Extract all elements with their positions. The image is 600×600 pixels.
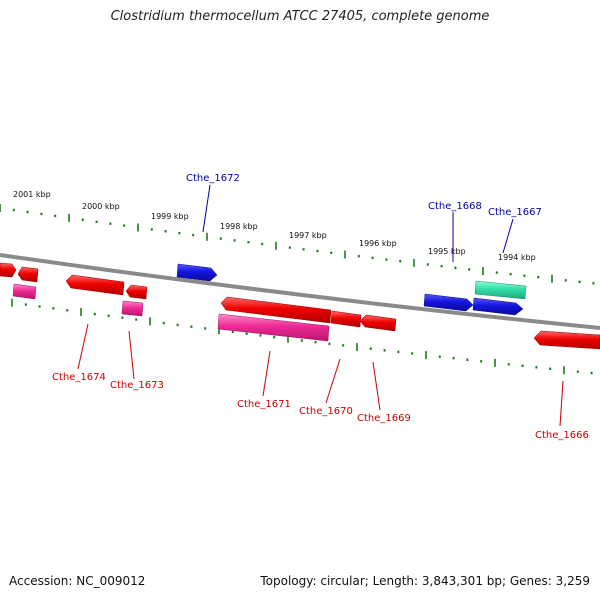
- gene-cthe-1667-teal[interactable]: [474, 280, 527, 300]
- gene-cthe-1674[interactable]: [65, 274, 125, 296]
- scale-label-1997: 1997 kbp: [289, 231, 327, 240]
- inner-scale-ticks: [11, 298, 593, 375]
- scale-label-2001: 2001 kbp: [13, 190, 51, 199]
- leader-cthe-1671: [262, 350, 271, 397]
- gene-cthe-1671[interactable]: [217, 313, 330, 342]
- genome-backbone: [0, 253, 600, 330]
- outer-scale-ticks: [0, 204, 595, 285]
- label-cthe-1670[interactable]: Cthe_1670: [299, 406, 353, 417]
- gene-cthe-1667[interactable]: [472, 297, 524, 316]
- gene-cthe-1669[interactable]: [359, 314, 397, 332]
- leader-cthe-1667: [502, 218, 514, 254]
- label-cthe-1672[interactable]: Cthe_1672: [186, 173, 240, 184]
- gene-left-edge-2[interactable]: [17, 266, 39, 283]
- scale-label-1994: 1994 kbp: [498, 253, 536, 262]
- gene-cthe-1672[interactable]: [176, 263, 218, 282]
- scale-label-1996: 1996 kbp: [359, 239, 397, 248]
- label-cthe-1666[interactable]: Cthe_1666: [535, 430, 589, 441]
- label-cthe-1668[interactable]: Cthe_1668: [428, 201, 482, 212]
- label-cthe-1667[interactable]: Cthe_1667: [488, 207, 542, 218]
- scale-labels: 2001 kbp 2000 kbp 1999 kbp 1998 kbp 1997…: [13, 190, 536, 262]
- scale-label-1999: 1999 kbp: [151, 212, 189, 221]
- genome-summary-text: Topology: circular; Length: 3,843,301 bp…: [260, 574, 590, 588]
- leader-lines: [77, 184, 564, 427]
- leader-cthe-1674: [77, 323, 89, 370]
- label-cthe-1673[interactable]: Cthe_1673: [110, 380, 164, 391]
- gene-features: [0, 262, 600, 350]
- scale-label-2000: 2000 kbp: [82, 202, 120, 211]
- leader-cthe-1669: [372, 361, 381, 411]
- leader-cthe-1673: [128, 330, 135, 380]
- gene-left-magenta[interactable]: [12, 283, 37, 300]
- leader-cthe-1666: [559, 380, 564, 427]
- label-cthe-1669[interactable]: Cthe_1669: [357, 413, 411, 424]
- leader-cthe-1672: [202, 184, 211, 233]
- gene-cthe-1671-red[interactable]: [220, 296, 332, 324]
- label-cthe-1671[interactable]: Cthe_1671: [237, 399, 291, 410]
- gene-cthe-1666[interactable]: [533, 330, 600, 350]
- accession-text: Accession: NC_009012: [9, 574, 146, 588]
- gene-left-edge-1[interactable]: [0, 262, 17, 278]
- gene-cthe-1670[interactable]: [330, 310, 362, 328]
- gene-cthe-1673-red[interactable]: [125, 284, 148, 300]
- gene-labels: Cthe_1672 Cthe_1668 Cthe_1667 Cthe_1674 …: [52, 173, 589, 441]
- scale-label-1995: 1995 kbp: [428, 247, 466, 256]
- scale-label-1998: 1998 kbp: [220, 222, 258, 231]
- gene-cthe-1668[interactable]: [423, 293, 474, 312]
- gene-cthe-1673[interactable]: [121, 300, 144, 317]
- leader-cthe-1670: [325, 358, 341, 404]
- map-title: Clostridium thermocellum ATCC 27405, com…: [110, 9, 490, 24]
- label-cthe-1674[interactable]: Cthe_1674: [52, 372, 106, 383]
